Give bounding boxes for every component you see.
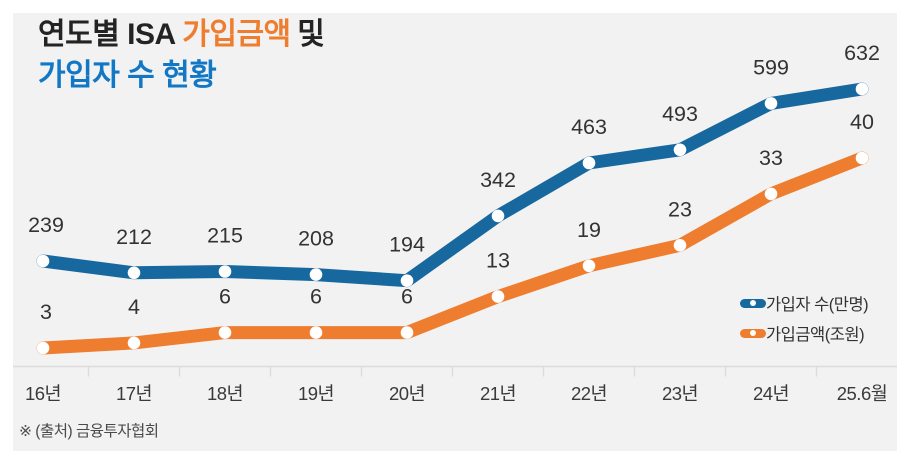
x-axis-label: 24년	[753, 383, 789, 404]
x-axis-label: 19년	[298, 383, 334, 404]
x-axis-label: 18년	[207, 383, 243, 404]
data-point-marker	[491, 209, 505, 223]
x-axis-label: 17년	[116, 383, 152, 404]
legend: 가입자 수(만명) 가입금액(조원)	[740, 290, 869, 350]
data-point-marker	[36, 341, 50, 355]
data-point-marker	[582, 259, 596, 273]
swatch-dot	[750, 330, 756, 336]
swatch-dot	[750, 300, 756, 306]
legend-label-subscribers: 가입자 수(만명)	[766, 296, 869, 314]
legend-label-amount: 가입금액(조원)	[766, 326, 865, 344]
data-value-label: 212	[116, 225, 152, 249]
legend-item-subscribers: 가입자 수(만명)	[740, 290, 869, 316]
data-point-marker	[218, 265, 232, 278]
x-axis-label: 25.6월	[837, 383, 888, 404]
data-value-label: 493	[662, 102, 698, 126]
subscribers-line-swatch-icon	[740, 298, 766, 308]
chart-title-line1: 연도별 ISA 가입금액 및	[38, 14, 325, 55]
data-value-label: 194	[389, 233, 425, 257]
data-value-label: 6	[310, 285, 322, 309]
source-note: ※ (출처) 금융투자협회	[19, 423, 159, 440]
data-value-label: 599	[753, 55, 789, 79]
data-value-label: 33	[759, 146, 783, 170]
data-point-marker	[855, 82, 869, 96]
title-part3: 및	[297, 18, 325, 51]
data-value-label: 632	[844, 41, 880, 65]
data-value-label: 463	[571, 115, 607, 139]
data-value-label: 13	[486, 249, 510, 273]
data-value-label: 23	[668, 197, 692, 221]
data-value-label: 6	[401, 285, 413, 309]
x-axis-label: 20년	[389, 383, 425, 404]
data-point-marker	[36, 254, 50, 268]
chart-title-line2: 가입자 수 현황	[38, 59, 217, 92]
x-axis-label: 21년	[480, 383, 516, 404]
data-value-label: 6	[219, 285, 231, 309]
data-point-marker	[582, 156, 596, 170]
legend-item-amount: 가입금액(조원)	[740, 320, 868, 346]
data-value-label: 239	[28, 213, 64, 237]
title-part1: 연도별 ISA	[38, 18, 176, 51]
data-point-marker	[127, 336, 141, 350]
chart-panel	[13, 13, 897, 451]
data-point-marker	[400, 326, 414, 339]
data-point-marker	[309, 326, 323, 339]
data-point-marker	[127, 266, 141, 280]
data-point-marker	[764, 187, 778, 201]
data-point-marker	[764, 97, 778, 110]
data-point-marker	[309, 268, 323, 281]
data-value-label: 40	[850, 110, 874, 134]
data-point-marker	[855, 151, 869, 165]
chart-title: 연도별 ISA 가입금액 및 가입자 수 현황	[38, 14, 325, 96]
data-value-label: 342	[480, 168, 516, 192]
data-value-label: 19	[577, 218, 601, 242]
data-value-label: 208	[298, 227, 334, 251]
data-point-marker	[673, 239, 687, 252]
x-axis-label: 22년	[571, 383, 607, 404]
data-point-marker	[491, 290, 505, 303]
x-axis-label: 23년	[662, 383, 698, 404]
data-value-label: 4	[128, 295, 140, 319]
data-value-label: 3	[40, 300, 52, 324]
series-line-amount	[36, 151, 869, 355]
data-value-label: 215	[207, 224, 243, 248]
data-point-marker	[673, 143, 687, 157]
series-line-subscribers	[36, 82, 869, 288]
data-point-marker	[400, 274, 414, 288]
x-axis-label: 16년	[25, 383, 61, 404]
title-highlight-amount: 가입금액	[182, 18, 291, 51]
data-point-marker	[218, 326, 232, 339]
amount-line-swatch-icon	[740, 328, 766, 338]
